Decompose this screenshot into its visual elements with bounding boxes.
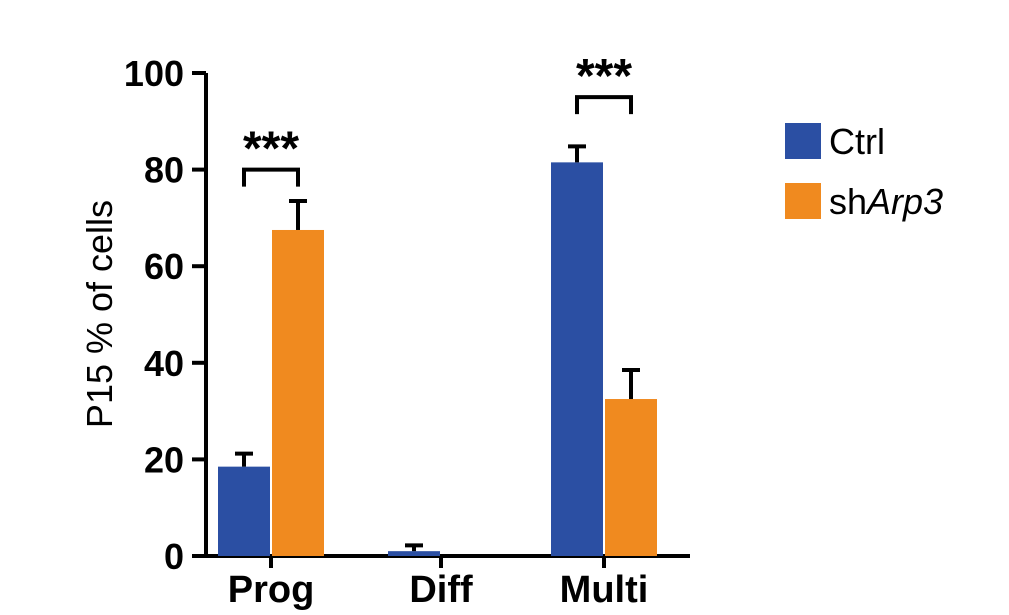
legend-label-prefix: Ctrl — [829, 121, 885, 162]
x-tick-label: Multi — [560, 569, 649, 610]
y-tick-label: 60 — [144, 246, 184, 287]
significance-label: *** — [243, 123, 299, 176]
legend-label-italic: Arp3 — [865, 181, 943, 222]
bars — [218, 162, 657, 557]
bar-ctrl-multi — [551, 162, 603, 557]
x-tick-label: Diff — [409, 569, 473, 610]
legend: Ctrl shArp3 — [785, 121, 943, 222]
legend-label-prefix: sh — [829, 181, 867, 222]
x-tick-label: Prog — [228, 569, 315, 610]
bar-sharp3-prog — [272, 229, 324, 556]
axes: 0 20 40 60 80 100 Prog Diff Multi P15 % of cells — [79, 53, 690, 611]
y-tick-label: 80 — [144, 150, 184, 191]
error-bars — [235, 144, 640, 552]
legend-swatch-sharp3 — [785, 183, 821, 219]
significance-label: *** — [576, 50, 632, 103]
bar-ctrl-diff — [388, 551, 440, 556]
y-axis-title: P15 % of cells — [79, 200, 120, 428]
y-tick-label: 100 — [124, 53, 184, 94]
legend-label-ctrl: Ctrl — [829, 121, 885, 162]
y-tick-label: 20 — [144, 439, 184, 480]
bar-sharp3-multi — [605, 399, 657, 556]
legend-label-sharp3: shArp3 — [829, 181, 943, 222]
significance-bracket — [242, 167, 300, 187]
legend-swatch-ctrl — [785, 123, 821, 159]
significance-annotations: *** *** — [242, 50, 633, 187]
significance-bracket — [575, 95, 633, 115]
y-tick-label: 0 — [164, 536, 184, 577]
bar-ctrl-prog — [218, 466, 270, 556]
y-tick-label: 40 — [144, 343, 184, 384]
